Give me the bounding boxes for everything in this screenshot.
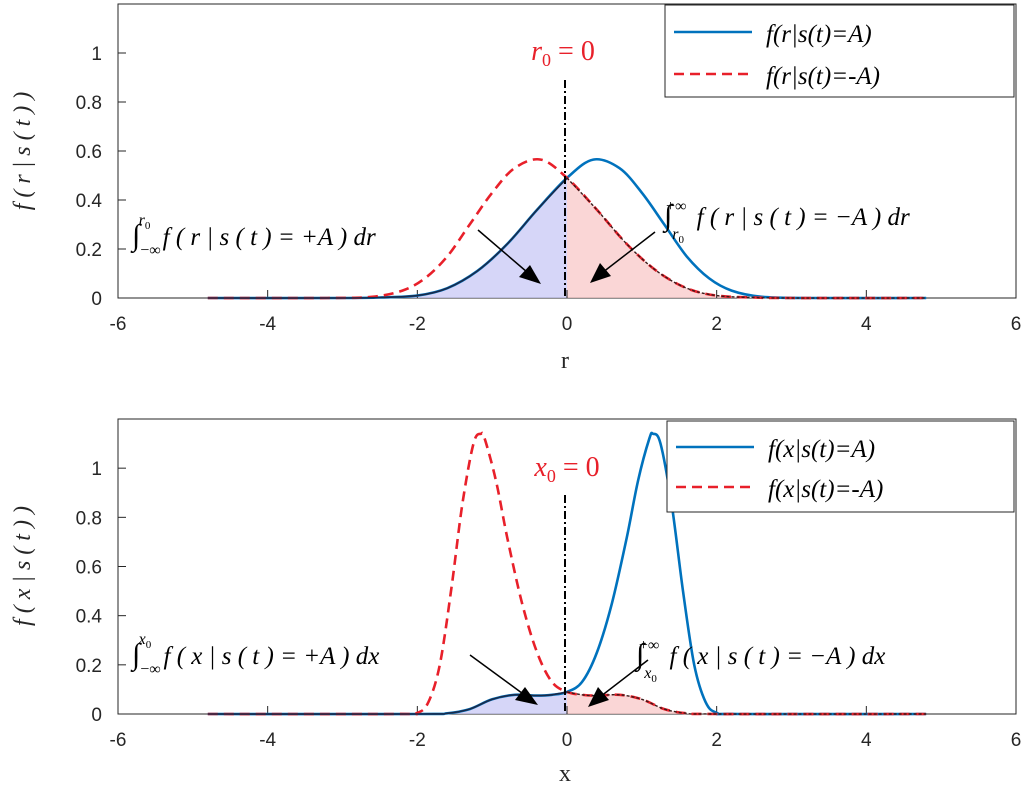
series-line-minus-a (207, 157, 927, 300)
legend-entry-2: f(x|s(t)=-A) (768, 476, 883, 503)
y-tick-label: 0.6 (76, 558, 102, 579)
threshold-label: r0 = 0 (531, 36, 595, 70)
y-tick-label: 0.4 (76, 607, 103, 628)
left-integral-annotation: ∫−∞x0 f ( x | s ( t ) = +A ) dx (130, 631, 379, 678)
legend: f(r|s(t)=A) f(r|s(t)=-A) (664, 4, 1015, 98)
x-axis-label: x (559, 761, 571, 785)
y-tick-label: 0.8 (76, 508, 102, 529)
x-tick-label: -6 (110, 730, 127, 751)
x-tick-label: -2 (409, 314, 426, 335)
right-integral-annotation: ∫r0+∞ f ( r | s ( t ) = −A ) dr (662, 198, 910, 246)
x-tick-label: 0 (562, 730, 573, 751)
right-arrow-head (588, 687, 609, 707)
y-tick-label: 0 (91, 705, 102, 726)
left-annotation-arrow (477, 229, 535, 279)
bottom-plot: -6 -4 -2 0 2 4 6 0 0.2 0.4 0.6 0.8 1 x0 = 0 f ( x | … (10, 418, 1022, 785)
legend-box (666, 420, 1015, 513)
series-line-minus-a (207, 431, 927, 716)
right-arrow-head (590, 263, 611, 283)
left-area-outline (207, 691, 568, 715)
top-plot: -6 -4 -2 0 2 4 6 0 0.2 0.4 0.6 0.8 1 r0 = 0 f ( r | … (10, 3, 1022, 374)
left-error-area (207, 177, 568, 299)
y-tick-label: 0.2 (76, 240, 102, 261)
x-tick-label: -2 (409, 730, 426, 751)
x-tick-label: 2 (711, 730, 722, 751)
x-tick-label: 0 (562, 314, 573, 335)
right-annotation-arrow (597, 231, 656, 277)
right-area-outline (566, 177, 927, 299)
x-tick-label: 6 (1011, 314, 1022, 335)
legend-entry-1: f(r|s(t)=A) (766, 21, 872, 48)
left-arrow-head (519, 265, 541, 284)
legend-entry-1: f(x|s(t)=A) (768, 436, 875, 463)
x-tick-label: 4 (861, 730, 872, 751)
right-integral-annotation: ∫x0+∞ f ( x | s ( t ) = −A ) dx (634, 637, 885, 685)
legend: f(x|s(t)=A) f(x|s(t)=-A) (666, 420, 1015, 513)
legend-box (664, 4, 1015, 98)
right-error-area (567, 691, 927, 715)
x-tick-label: -6 (110, 314, 127, 335)
y-tick-label: 0.2 (76, 656, 102, 677)
x-tick-label: 2 (711, 314, 722, 335)
y-tick-label: 1 (91, 459, 102, 480)
x-tick-label: -4 (259, 314, 276, 335)
right-error-area (567, 177, 927, 299)
left-arrow-head (515, 687, 538, 705)
right-annotation-arrow (595, 659, 649, 701)
threshold-label: x0 = 0 (533, 452, 599, 486)
left-error-area (207, 691, 568, 715)
left-annotation-arrow (469, 654, 531, 700)
y-tick-label: 1 (91, 44, 102, 65)
x-axis-label: r (561, 348, 569, 374)
y-axis-label: f ( r | s ( t ) ) (10, 92, 36, 211)
x-tick-label: 4 (861, 314, 872, 335)
right-area-outline (566, 691, 927, 715)
y-axis-label: f ( x | s ( t ) ) (10, 506, 36, 626)
left-integral-annotation: ∫−∞r0 f ( r | s ( t ) = +A ) dr (130, 212, 376, 259)
x-tick-label: -4 (259, 730, 276, 751)
y-tick-label: 0 (91, 289, 102, 310)
left-area-outline (207, 177, 568, 299)
y-tick-label: 0.6 (76, 142, 102, 163)
y-tick-label: 0.4 (76, 191, 103, 212)
x-tick-label: 6 (1011, 730, 1022, 751)
legend-entry-2: f(r|s(t)=-A) (766, 63, 880, 90)
y-tick-label: 0.8 (76, 93, 102, 114)
